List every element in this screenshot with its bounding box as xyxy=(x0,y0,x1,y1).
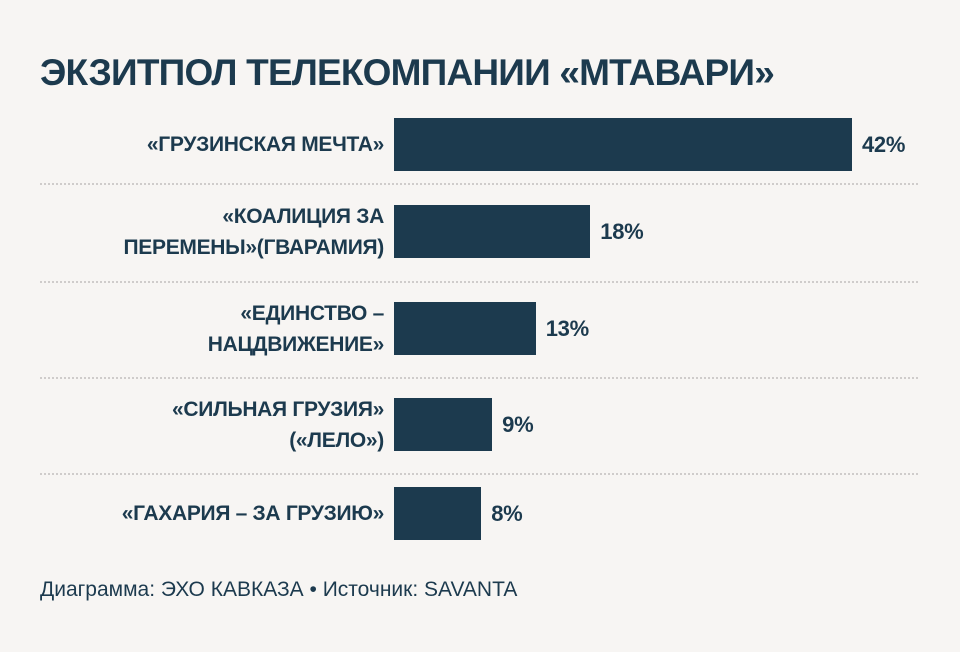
category-label: «ЕДИНСТВО – НАЦДВИЖЕНИЕ» xyxy=(207,301,385,356)
bar xyxy=(394,302,536,355)
value-label: 13% xyxy=(545,315,589,341)
row-separator xyxy=(40,473,918,475)
row-separator xyxy=(40,281,918,283)
bar xyxy=(394,398,493,451)
category-label: «ГАХАРИЯ – ЗА ГРУЗИЮ» xyxy=(121,502,385,525)
bar xyxy=(394,487,482,540)
bar xyxy=(394,118,852,171)
value-label: 9% xyxy=(502,411,534,437)
category-label: «СИЛЬНАЯ ГРУЗИЯ» («ЛЕЛО») xyxy=(172,397,384,452)
row-separator xyxy=(40,377,918,379)
bar xyxy=(394,205,591,258)
category-label: «КОАЛИЦИЯ ЗА ПЕРЕМЕНЫ»(ГВАРАМИЯ) xyxy=(123,204,384,259)
value-label: 18% xyxy=(600,218,644,244)
value-label: 42% xyxy=(862,131,906,157)
category-label: «ГРУЗИНСКАЯ МЕЧТА» xyxy=(146,133,384,156)
value-label: 8% xyxy=(491,500,523,526)
chart-title: ЭКЗИТПОЛ ТЕЛЕКОМПАНИИ «МТАВАРИ» xyxy=(40,52,775,93)
row-separator xyxy=(40,183,918,185)
chart-source-footer: Диаграмма: ЭХО КАВКАЗА • Источник: SAVAN… xyxy=(40,578,518,601)
